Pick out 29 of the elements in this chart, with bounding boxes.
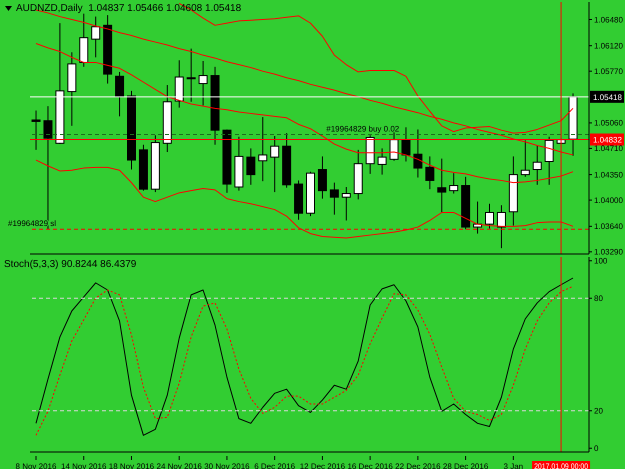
y-tick-label: 0 — [594, 444, 599, 454]
y-tick-label: 1.06120 — [594, 42, 624, 51]
x-tick-label: 24 Nov 2016 — [156, 462, 202, 469]
y-tick-label: 1.05770 — [594, 67, 624, 76]
x-tick-label: 6 Dec 2016 — [254, 462, 296, 469]
ref-line-label: 1.05418 — [593, 92, 622, 102]
y-tick-label: 1.04000 — [594, 196, 624, 205]
x-tick-label: 8 Nov 2016 — [16, 462, 58, 469]
x-tick-label: 2017.01.09 00:00 — [534, 462, 596, 469]
y-tick-label: 1.03290 — [594, 248, 624, 257]
x-tick-label: 28 Dec 2016 — [442, 462, 489, 469]
x-tick-label: 16 Dec 2016 — [347, 462, 394, 469]
x-tick-label: 22 Dec 2016 — [395, 462, 442, 469]
x-tick-label: 12 Dec 2016 — [300, 462, 346, 469]
y-tick-label: 1.05060 — [594, 118, 624, 128]
y-tick-label: 80 — [594, 294, 604, 304]
x-tick-label: 14 Nov 2016 — [61, 462, 107, 469]
ref-line-label: 1.04832 — [593, 136, 622, 145]
y-tick-label: 100 — [594, 256, 608, 266]
y-tick-label: 20 — [594, 406, 604, 416]
y-tick-label: 1.04350 — [594, 170, 624, 180]
y-tick-label: 1.03640 — [594, 222, 624, 232]
x-tick-label: 30 Nov 2016 — [204, 462, 250, 469]
chart-title: Stoch(5,3,3) 90.8244 86.4379 — [4, 259, 136, 270]
ref-line-label: #19964829 buy 0.02 — [326, 124, 400, 134]
x-tick-label: 3 Jan — [504, 462, 524, 469]
x-tick-label: 18 Nov 2016 — [108, 462, 155, 469]
y-tick-label: 1.04710 — [594, 144, 624, 154]
y-tick-label: 1.06480 — [594, 15, 624, 24]
